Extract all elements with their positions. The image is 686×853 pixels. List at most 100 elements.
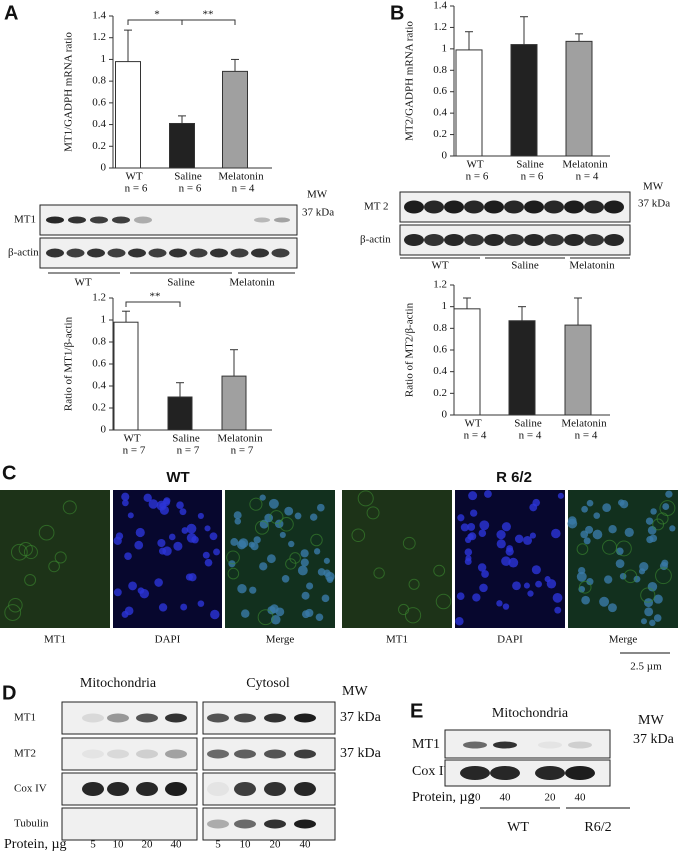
y-tick-label: 0.6 [92,96,106,108]
significance-bracket [125,301,181,307]
y-tick-label: 0.6 [433,344,447,356]
kda-label: 37 kDa [340,746,382,761]
band [82,713,104,723]
amount: 40 [300,839,312,851]
nucleus [281,575,290,583]
nucleus [301,591,310,600]
header: Mitochondria [492,706,569,721]
band [544,200,564,214]
header: Mitochondria [80,676,157,691]
nucleus [649,619,656,627]
band [264,819,286,829]
nucleus [496,529,506,540]
nucleus [113,536,122,545]
cell [398,603,410,616]
band [66,248,85,258]
nucleus [456,592,465,601]
blot [61,737,198,771]
nucleus [300,558,309,567]
nucleus [650,508,657,515]
nucleus [460,523,469,532]
nucleus [608,525,617,534]
band [207,782,229,796]
nucleus [468,491,478,501]
band [46,216,64,224]
y-tick-label: 1 [442,300,448,312]
nucleus [496,539,506,549]
n-label: n = 6 [466,171,489,183]
nucleus [300,549,309,558]
nucleus [557,492,564,499]
cell [289,552,301,564]
cell [616,540,632,557]
nucleus [586,578,594,586]
nucleus [297,565,308,576]
nucleus [669,525,676,532]
band [404,200,424,214]
y-tick-label: 1.2 [433,21,447,33]
nucleus [179,508,187,516]
band [535,766,565,780]
cell [351,528,366,543]
nucleus [268,498,279,509]
cell [227,567,240,580]
nucleus [551,528,561,539]
protein-label: Protein, µg [4,837,67,852]
band [234,819,256,829]
amount: 20 [142,839,154,851]
x-tick-label: WT [125,171,142,183]
cell [576,543,589,555]
band [107,713,129,723]
nucleus [135,527,145,538]
y-tick-label: 0.8 [92,75,106,87]
nucleus [602,503,612,512]
nucleus [599,596,610,607]
nucleus [496,600,503,607]
band [82,782,104,796]
row-label: MT1 [14,214,36,226]
nucleus [127,512,134,519]
significance: ** [203,9,214,21]
band [251,248,269,258]
y-tick-label: 0 [101,162,107,174]
band [484,234,504,246]
cell [285,558,297,570]
nucleus [267,606,276,615]
nucleus [279,531,286,538]
scale-label: 2.5 µm [630,661,662,673]
nucleus [241,609,250,618]
amount: 5 [215,839,221,851]
nucleus [484,490,492,498]
band [404,234,424,246]
nucleus [121,492,130,501]
cell [4,604,22,621]
band [463,741,487,749]
band [254,217,270,223]
band [424,234,444,246]
nucleus [647,525,657,535]
nucleus [317,503,325,512]
nucleus [204,525,211,532]
cell [404,607,422,624]
nucleus [180,603,188,611]
y-tick-label: 1 [442,42,448,54]
nucleus [168,533,176,541]
nucleus [313,548,321,555]
group-label: Saline [511,260,539,272]
cell [640,587,656,603]
nucleus [294,512,302,520]
nucleus [284,506,294,516]
amount: 20 [470,792,482,804]
mw-label: MW [638,713,664,728]
nucleus [186,533,197,543]
band [189,248,208,258]
cell [652,518,665,531]
nucleus [608,603,617,613]
nucleus [143,493,152,503]
n-label: n = 7 [231,445,254,457]
cell [578,580,592,594]
nucleus [512,581,521,591]
y-axis-label: MT1/GADPH mRNA ratio [63,32,75,152]
nucleus [467,523,476,531]
nucleus [624,527,634,538]
